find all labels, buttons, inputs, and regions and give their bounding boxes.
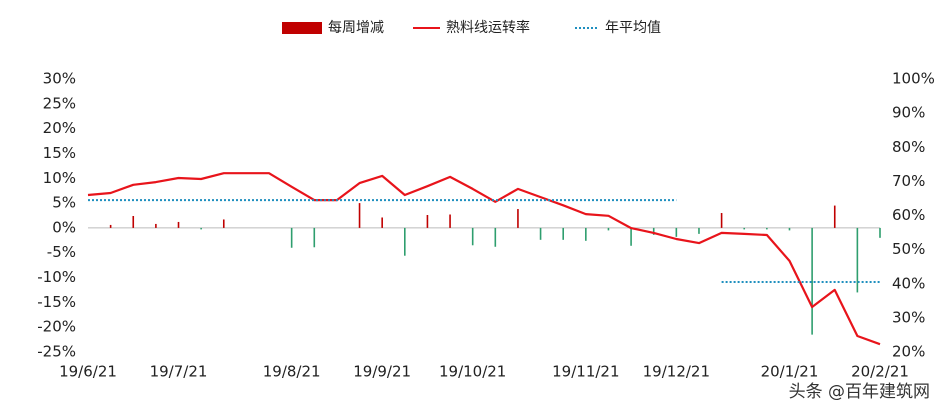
bar — [562, 227, 564, 240]
legend: 每周增减 熟料线运转率 年平均值 — [282, 19, 661, 36]
bar — [766, 227, 768, 230]
y2-tick-label: 100% — [892, 70, 935, 88]
bar — [698, 227, 700, 234]
bar — [313, 227, 316, 248]
y-tick-label: -20% — [37, 318, 76, 336]
y-tick-label: 20% — [43, 119, 76, 137]
x-tick-label: 19/6/21 — [59, 363, 117, 381]
bar — [652, 227, 655, 235]
bar — [358, 203, 361, 228]
x-tick-label: 19/10/21 — [439, 363, 506, 381]
y-tick-label: -25% — [37, 343, 76, 361]
bar — [155, 223, 157, 228]
bar — [449, 214, 451, 228]
bar — [879, 227, 881, 238]
legend-swatch — [282, 22, 322, 34]
line — [87, 172, 881, 346]
bar — [404, 227, 406, 256]
bar — [675, 227, 678, 237]
bar — [517, 209, 519, 228]
watermark: 头条 @百年建筑网 — [789, 382, 930, 402]
y-tick-label: -15% — [37, 293, 76, 311]
y-tick-label: 10% — [43, 169, 76, 187]
y2-tick-label: 80% — [892, 138, 925, 156]
x-tick-label: 19/7/21 — [150, 363, 208, 381]
y2-tick-label: 60% — [892, 206, 925, 224]
bar — [720, 213, 723, 228]
bar — [811, 227, 813, 335]
bar — [833, 205, 836, 228]
x-tick-label: 20/2/21 — [851, 363, 909, 381]
bar — [471, 227, 474, 246]
y-tick-label: 15% — [43, 144, 76, 162]
bar — [109, 224, 112, 228]
bar — [743, 227, 746, 230]
x-tick-label: 20/1/21 — [761, 363, 819, 381]
x-tick-label: 19/11/21 — [552, 363, 619, 381]
y-tick-label: -5% — [47, 243, 76, 261]
y-tick-label: 30% — [43, 70, 76, 88]
y-tick-label: -10% — [37, 268, 76, 286]
y2-tick-label: 30% — [892, 308, 925, 326]
bar — [132, 215, 135, 228]
x-tick-label: 19/8/21 — [263, 363, 321, 381]
x-tick-label: 19/12/21 — [643, 363, 710, 381]
x-tick-label: 19/9/21 — [353, 363, 411, 381]
bar — [381, 217, 383, 228]
y2-tick-label: 70% — [892, 172, 925, 190]
bar — [200, 227, 202, 230]
legend-label: 年平均值 — [605, 20, 661, 36]
y2-tick-label: 90% — [892, 104, 925, 122]
y-tick-label: 25% — [43, 94, 76, 112]
y-tick-label: 5% — [52, 194, 76, 212]
y2-tick-label: 20% — [892, 343, 925, 361]
bar — [607, 227, 610, 231]
y2-tick-label: 40% — [892, 274, 925, 292]
bar — [585, 227, 587, 241]
average-line — [88, 199, 880, 283]
bar — [494, 227, 497, 247]
legend-label: 熟料线运转率 — [446, 19, 530, 36]
bar — [539, 227, 542, 240]
bar — [856, 227, 859, 293]
y2-tick-label: 50% — [892, 240, 925, 258]
y-tick-label: 0% — [52, 218, 76, 236]
bar — [426, 215, 429, 228]
bar — [177, 221, 180, 228]
bar — [630, 227, 632, 246]
bar — [222, 219, 225, 228]
bar — [290, 227, 293, 248]
legend-label: 每周增减 — [328, 20, 384, 36]
bar — [788, 227, 791, 231]
